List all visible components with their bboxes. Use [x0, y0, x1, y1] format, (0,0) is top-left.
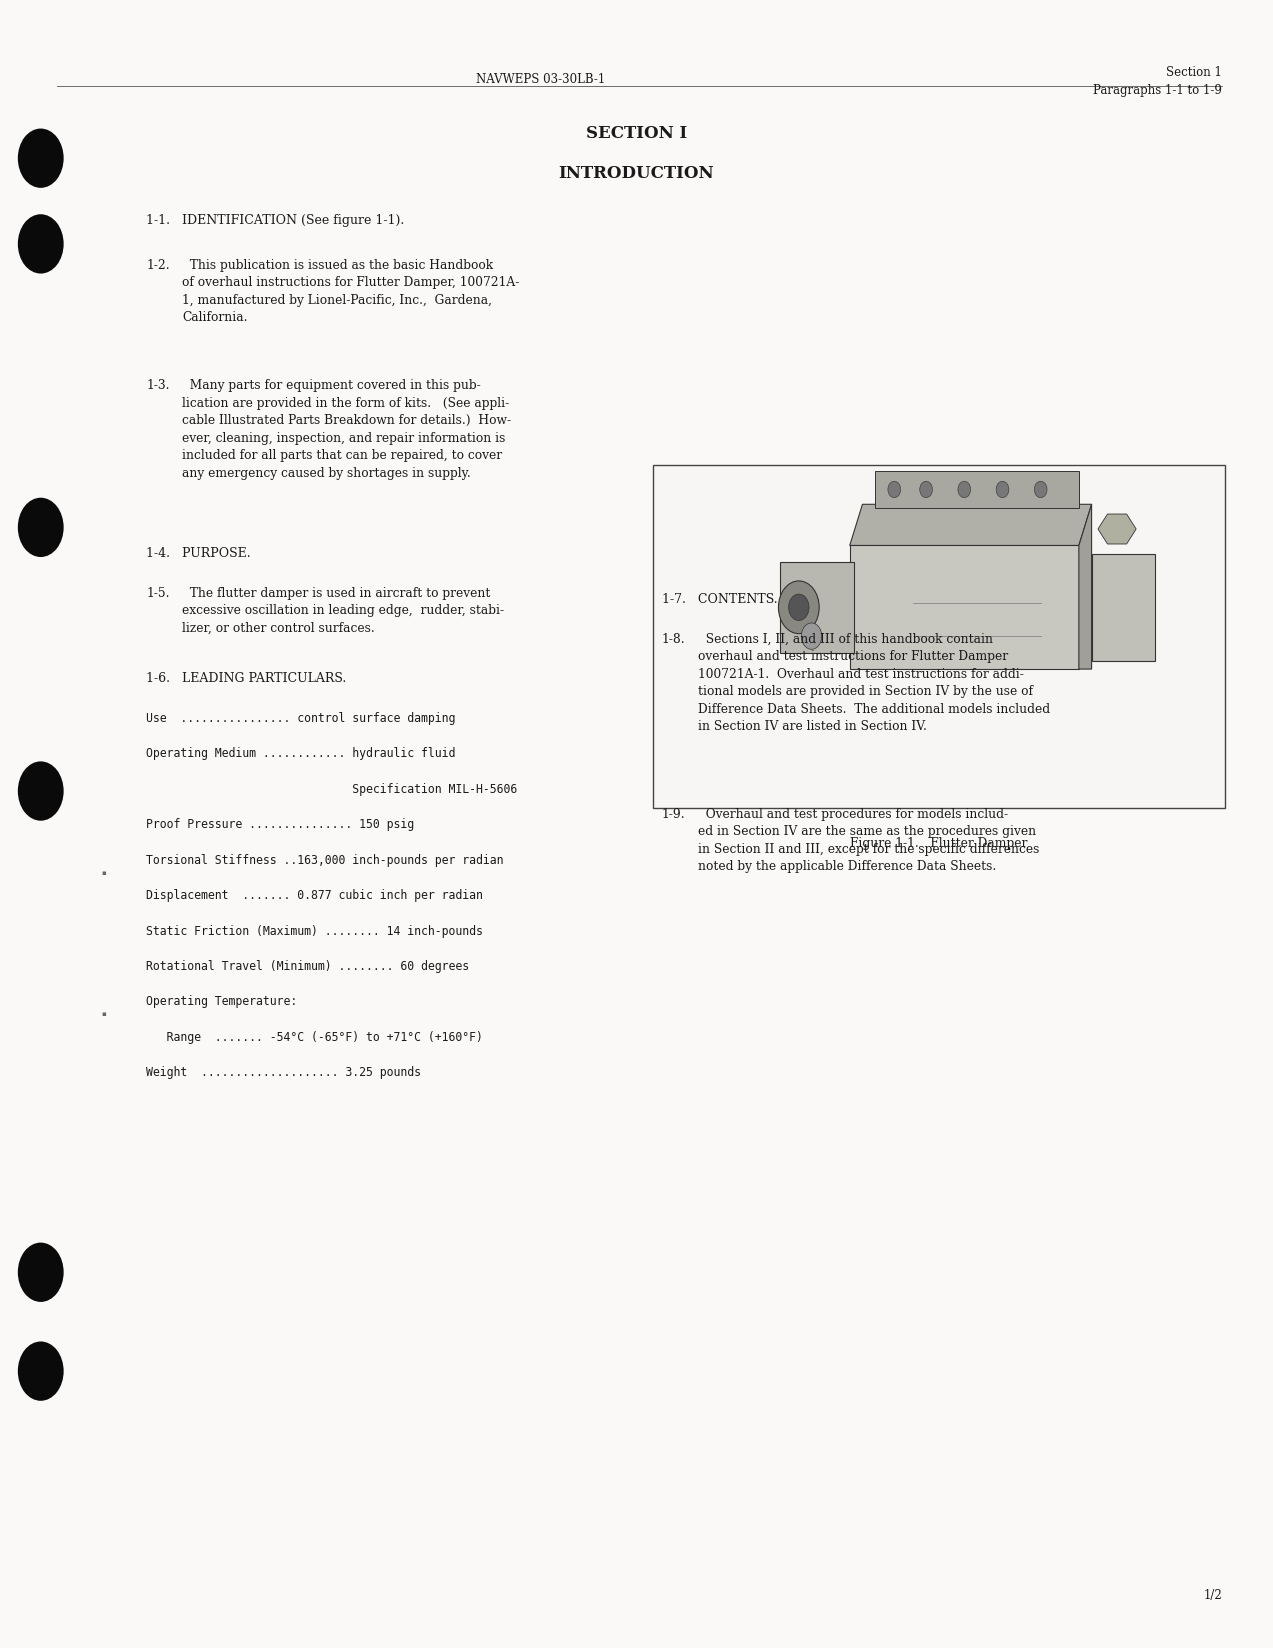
Circle shape [18, 129, 64, 188]
Circle shape [18, 1341, 64, 1401]
Text: Specification MIL-H-5606: Specification MIL-H-5606 [146, 783, 518, 796]
Circle shape [889, 481, 901, 498]
Text: Range  ....... -54°C (-65°F) to +71°C (+160°F): Range ....... -54°C (-65°F) to +71°C (+1… [146, 1032, 484, 1043]
Polygon shape [1097, 514, 1136, 544]
Text: 1-3.: 1-3. [146, 379, 169, 392]
Text: 1-1.   IDENTIFICATION (See figure 1-1).: 1-1. IDENTIFICATION (See figure 1-1). [146, 214, 405, 227]
Text: 1-5.: 1-5. [146, 587, 169, 600]
Text: ▪: ▪ [102, 870, 107, 877]
Text: 1-4.   PURPOSE.: 1-4. PURPOSE. [146, 547, 251, 560]
Text: Torsional Stiffness ..163,000 inch-pounds per radian: Torsional Stiffness ..163,000 inch-pound… [146, 854, 504, 867]
Circle shape [802, 623, 822, 649]
Bar [1091, 554, 1156, 661]
Text: Section 1: Section 1 [1166, 66, 1222, 79]
Circle shape [920, 481, 933, 498]
Bar [653, 465, 1225, 808]
Text: Proof Pressure ............... 150 psig: Proof Pressure ............... 150 psig [146, 817, 415, 831]
Text: The flutter damper is used in aircraft to prevent
excessive oscillation in leadi: The flutter damper is used in aircraft t… [182, 587, 504, 634]
Circle shape [959, 481, 971, 498]
Text: 1/2: 1/2 [1203, 1589, 1222, 1602]
Circle shape [995, 481, 1008, 498]
Text: 1-9.: 1-9. [662, 808, 686, 821]
Text: SECTION I: SECTION I [586, 125, 687, 142]
Circle shape [1034, 481, 1048, 498]
Circle shape [778, 582, 820, 634]
Polygon shape [1078, 504, 1091, 669]
Circle shape [18, 761, 64, 821]
Circle shape [18, 1243, 64, 1302]
Text: Use  ................ control surface damping: Use ................ control surface dam… [146, 712, 456, 725]
Text: 1-8.: 1-8. [662, 633, 686, 646]
Text: Operating Temperature:: Operating Temperature: [146, 995, 298, 1009]
Circle shape [18, 214, 64, 274]
Bar [850, 545, 1078, 669]
Circle shape [788, 595, 810, 621]
Text: Weight  .................... 3.25 pounds: Weight .................... 3.25 pounds [146, 1066, 421, 1079]
Bar [876, 471, 1080, 508]
Text: Operating Medium ............ hydraulic fluid: Operating Medium ............ hydraulic … [146, 748, 456, 760]
Circle shape [18, 498, 64, 557]
Text: Many parts for equipment covered in this pub-
lication are provided in the form : Many parts for equipment covered in this… [182, 379, 512, 480]
Text: NAVWEPS 03-30LB-1: NAVWEPS 03-30LB-1 [476, 73, 606, 86]
Text: 1-6.   LEADING PARTICULARS.: 1-6. LEADING PARTICULARS. [146, 672, 346, 686]
Bar [779, 562, 853, 653]
Text: 1-2.: 1-2. [146, 259, 171, 272]
Text: INTRODUCTION: INTRODUCTION [559, 165, 714, 181]
Text: Figure 1-1.   Flutter Damper: Figure 1-1. Flutter Damper [850, 837, 1027, 850]
Text: Paragraphs 1-1 to 1-9: Paragraphs 1-1 to 1-9 [1094, 84, 1222, 97]
Text: Rotational Travel (Minimum) ........ 60 degrees: Rotational Travel (Minimum) ........ 60 … [146, 959, 470, 972]
Text: Displacement  ....... 0.877 cubic inch per radian: Displacement ....... 0.877 cubic inch pe… [146, 890, 484, 901]
Text: This publication is issued as the basic Handbook
of overhaul instructions for Fl: This publication is issued as the basic … [182, 259, 519, 325]
Polygon shape [850, 504, 1091, 545]
Text: Overhaul and test procedures for models includ-
ed in Section IV are the same as: Overhaul and test procedures for models … [698, 808, 1039, 873]
Text: ▪: ▪ [102, 1010, 107, 1017]
Text: Static Friction (Maximum) ........ 14 inch-pounds: Static Friction (Maximum) ........ 14 in… [146, 925, 484, 938]
Text: 1-7.   CONTENTS.: 1-7. CONTENTS. [662, 593, 778, 606]
Text: Sections I, II, and III of this handbook contain
overhaul and test instructions : Sections I, II, and III of this handbook… [698, 633, 1050, 733]
